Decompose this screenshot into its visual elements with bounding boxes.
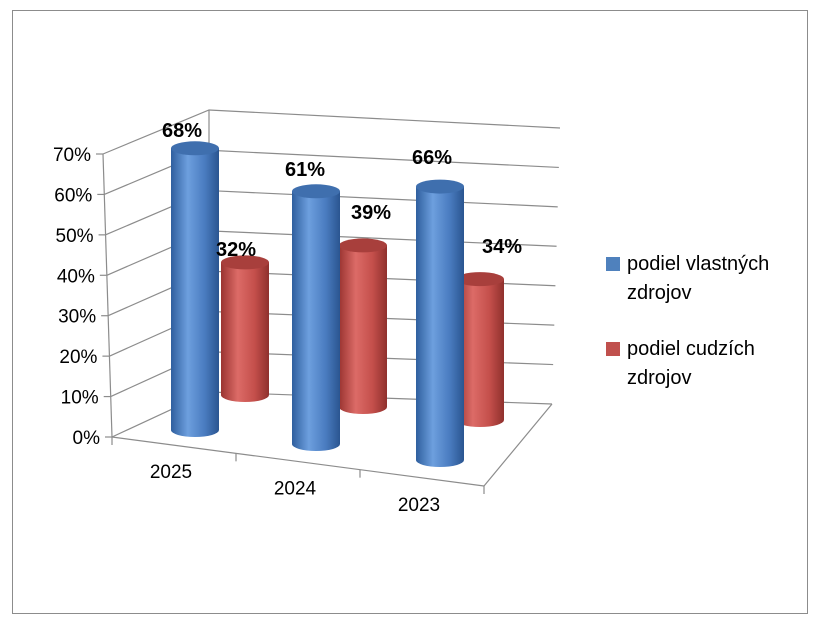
- cylinder-top: [456, 272, 504, 287]
- legend-swatch-foreign: [606, 342, 620, 356]
- legend-label-foreign-2: zdrojov: [627, 367, 691, 389]
- data-label-own: 66%: [412, 147, 452, 169]
- y-tick-label: 60%: [54, 185, 92, 206]
- bar-own-2023: [416, 179, 464, 468]
- cylinder-body: [221, 262, 269, 402]
- x-tick-label: 2025: [150, 462, 192, 483]
- data-label-foreign: 39%: [351, 202, 391, 224]
- data-labels: 68% 61% 66% 32% 39% 34%: [162, 120, 522, 261]
- chart-area: [12, 10, 808, 614]
- y-tick-label: 0%: [73, 428, 101, 449]
- data-label-foreign: 32%: [216, 239, 256, 261]
- legend-label-foreign-1: podiel cudzích: [627, 338, 755, 360]
- y-tick-label: 70%: [53, 145, 91, 166]
- legend: podiel vlastných zdrojov podiel cudzích …: [606, 253, 769, 389]
- bar-foreign-2023: [456, 272, 504, 427]
- legend-label-own-2: zdrojov: [627, 282, 691, 304]
- legend-item-foreign: podiel cudzích zdrojov: [606, 338, 755, 389]
- cylinder-body: [456, 279, 504, 427]
- bar-own-2025: [171, 141, 219, 438]
- bar-foreign-2025: [221, 255, 269, 402]
- cylinder-body: [171, 148, 219, 438]
- cylinder-top: [339, 238, 387, 253]
- data-label-foreign: 34%: [482, 236, 522, 258]
- cylinder-top: [171, 141, 219, 156]
- x-tick-label: 2023: [398, 495, 440, 516]
- cylinder-body: [292, 191, 340, 452]
- floor-right-edge: [483, 403, 553, 487]
- cylinder-top: [221, 255, 269, 270]
- cylinder-top: [416, 179, 464, 194]
- cylinder-body: [416, 186, 464, 468]
- y-tick-label: 20%: [59, 347, 97, 368]
- y-tick-label: 50%: [56, 226, 94, 247]
- x-tick-label: 2024: [274, 479, 317, 500]
- y-tick-label: 10%: [61, 388, 99, 409]
- data-label-own: 61%: [285, 159, 325, 181]
- bar-own-2024: [292, 184, 340, 452]
- y-axis-ticks: 0% 10% 20% 30% 40% 50% 60% 70%: [53, 145, 112, 449]
- cylinder-body: [339, 245, 387, 414]
- y-tick-label: 40%: [57, 266, 95, 287]
- y-tick-label: 30%: [58, 307, 96, 328]
- legend-item-own: podiel vlastných zdrojov: [606, 253, 769, 304]
- legend-swatch-own: [606, 257, 620, 271]
- legend-label-own-1: podiel vlastných: [627, 253, 769, 275]
- x-axis-line: [111, 436, 485, 487]
- data-label-own: 68%: [162, 120, 202, 142]
- cylinder-top: [292, 184, 340, 199]
- bar-foreign-2024: [339, 238, 387, 414]
- y-axis-line: [102, 153, 113, 438]
- bars: [171, 141, 504, 468]
- x-axis-ticks: 2025 2024 2023: [111, 437, 485, 516]
